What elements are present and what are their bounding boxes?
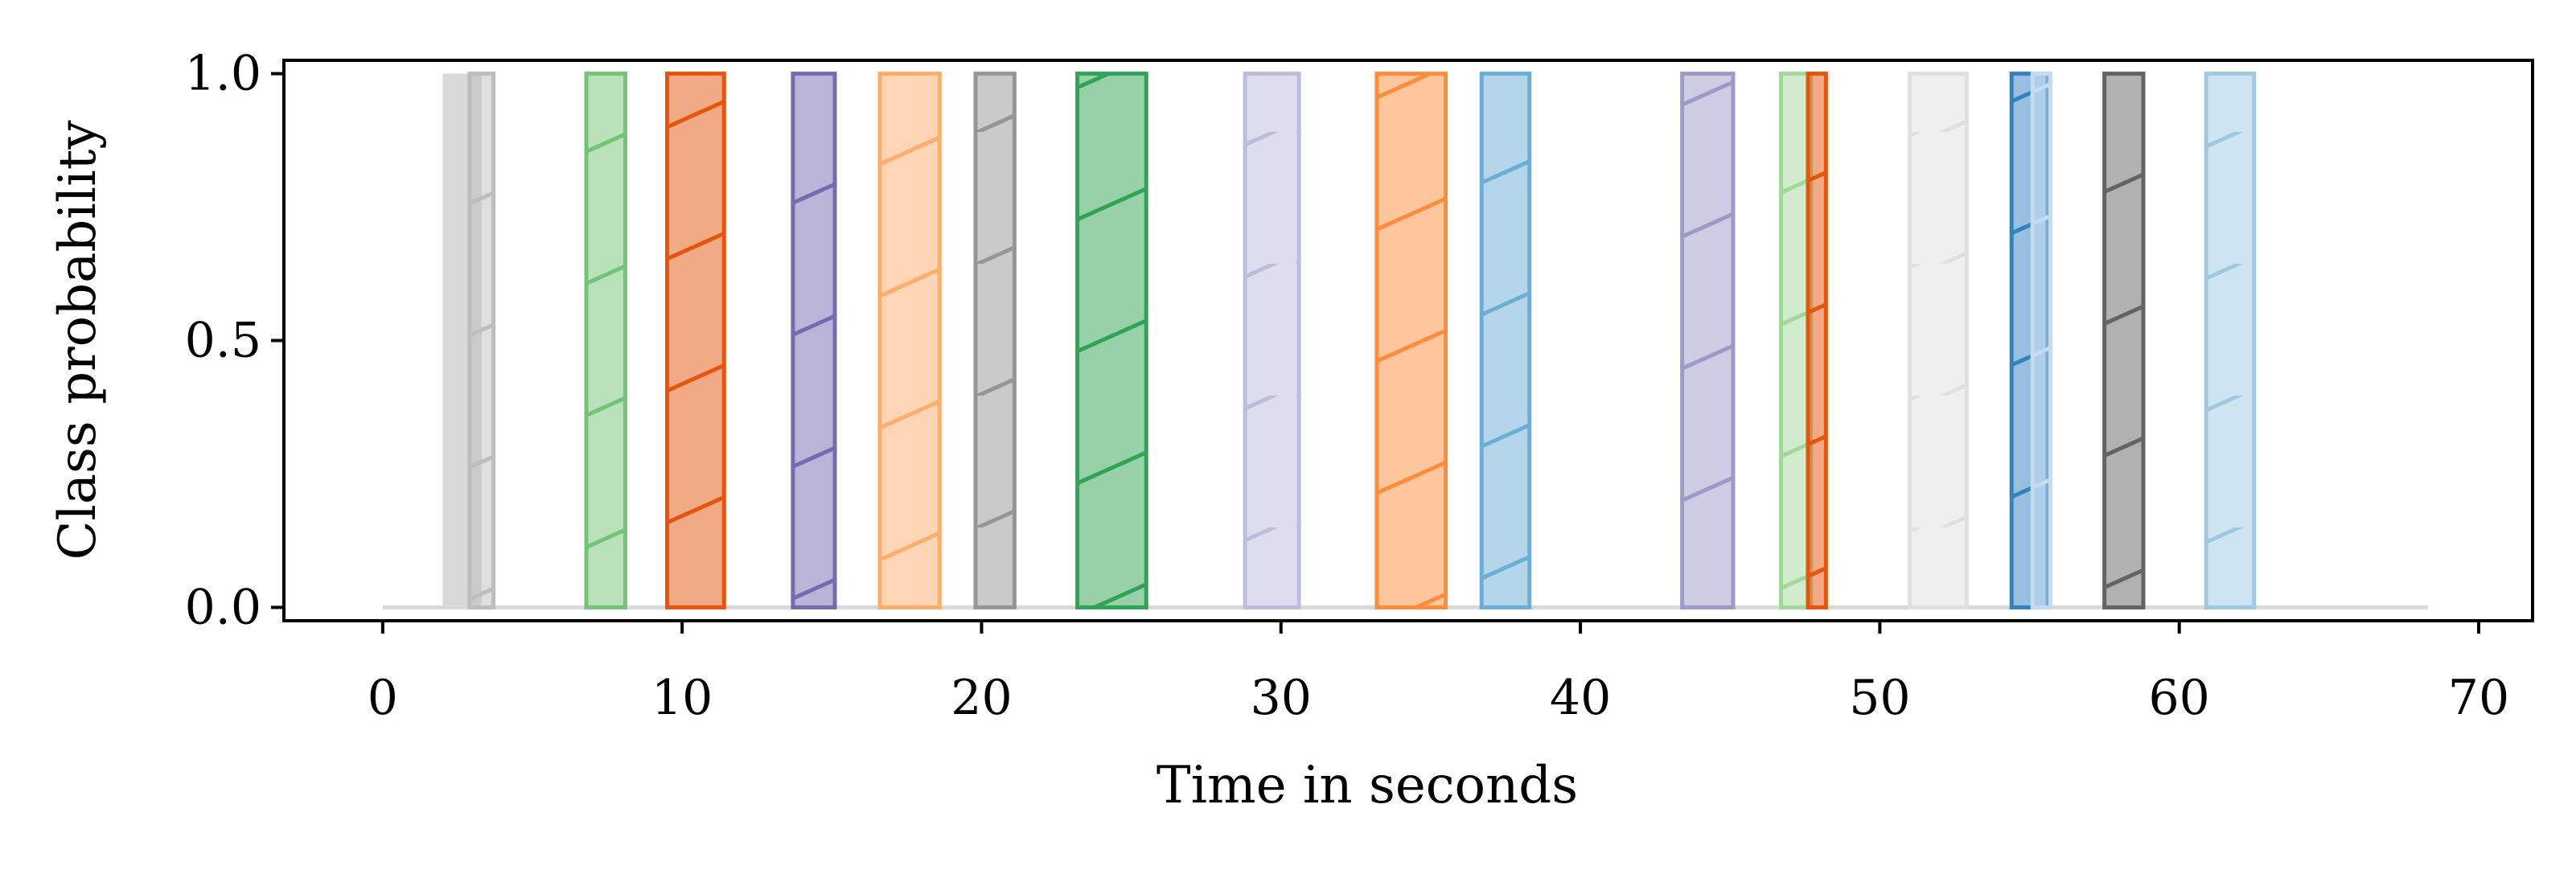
y-tick-label: 0.0 bbox=[185, 579, 261, 635]
x-tick-label: 70 bbox=[2448, 670, 2509, 726]
segment-hatch bbox=[877, 72, 942, 609]
plot-area bbox=[382, 72, 2428, 609]
segment-hatch bbox=[2102, 72, 2146, 609]
segment-hatch bbox=[1806, 72, 1828, 609]
y-axis-title: Class probability bbox=[48, 120, 108, 560]
y-tick-label: 0.5 bbox=[185, 313, 261, 369]
segment-hatch bbox=[2030, 72, 2053, 609]
segment-hatch bbox=[665, 72, 726, 609]
segment-hatch bbox=[2204, 72, 2257, 609]
x-tick-label: 0 bbox=[368, 670, 398, 726]
segment-hatch bbox=[1908, 72, 1969, 609]
segment-hatch bbox=[1075, 72, 1148, 609]
segment-hatch bbox=[791, 72, 837, 609]
x-tick-label: 60 bbox=[2149, 670, 2210, 726]
segment-hatch bbox=[1243, 72, 1301, 609]
x-axis-title: Time in seconds bbox=[1157, 756, 1578, 815]
segment-hatch bbox=[584, 72, 627, 609]
segment-hatch bbox=[1374, 72, 1448, 609]
segment-hatch bbox=[467, 72, 496, 609]
segment-hatch bbox=[1479, 72, 1532, 609]
x-tick-label: 30 bbox=[1251, 670, 1312, 726]
y-tick-label: 1.0 bbox=[185, 46, 261, 102]
x-tick-label: 10 bbox=[651, 670, 713, 726]
x-tick-label: 50 bbox=[1849, 670, 1910, 726]
y-axis: 0.0 0.5 1.0 bbox=[185, 46, 284, 635]
segment-hatch bbox=[973, 72, 1017, 609]
x-axis: 0 10 20 30 40 50 60 70 bbox=[368, 621, 2509, 726]
segment-hatch bbox=[1680, 72, 1736, 609]
x-tick-label: 20 bbox=[951, 670, 1012, 726]
x-tick-label: 40 bbox=[1550, 670, 1611, 726]
